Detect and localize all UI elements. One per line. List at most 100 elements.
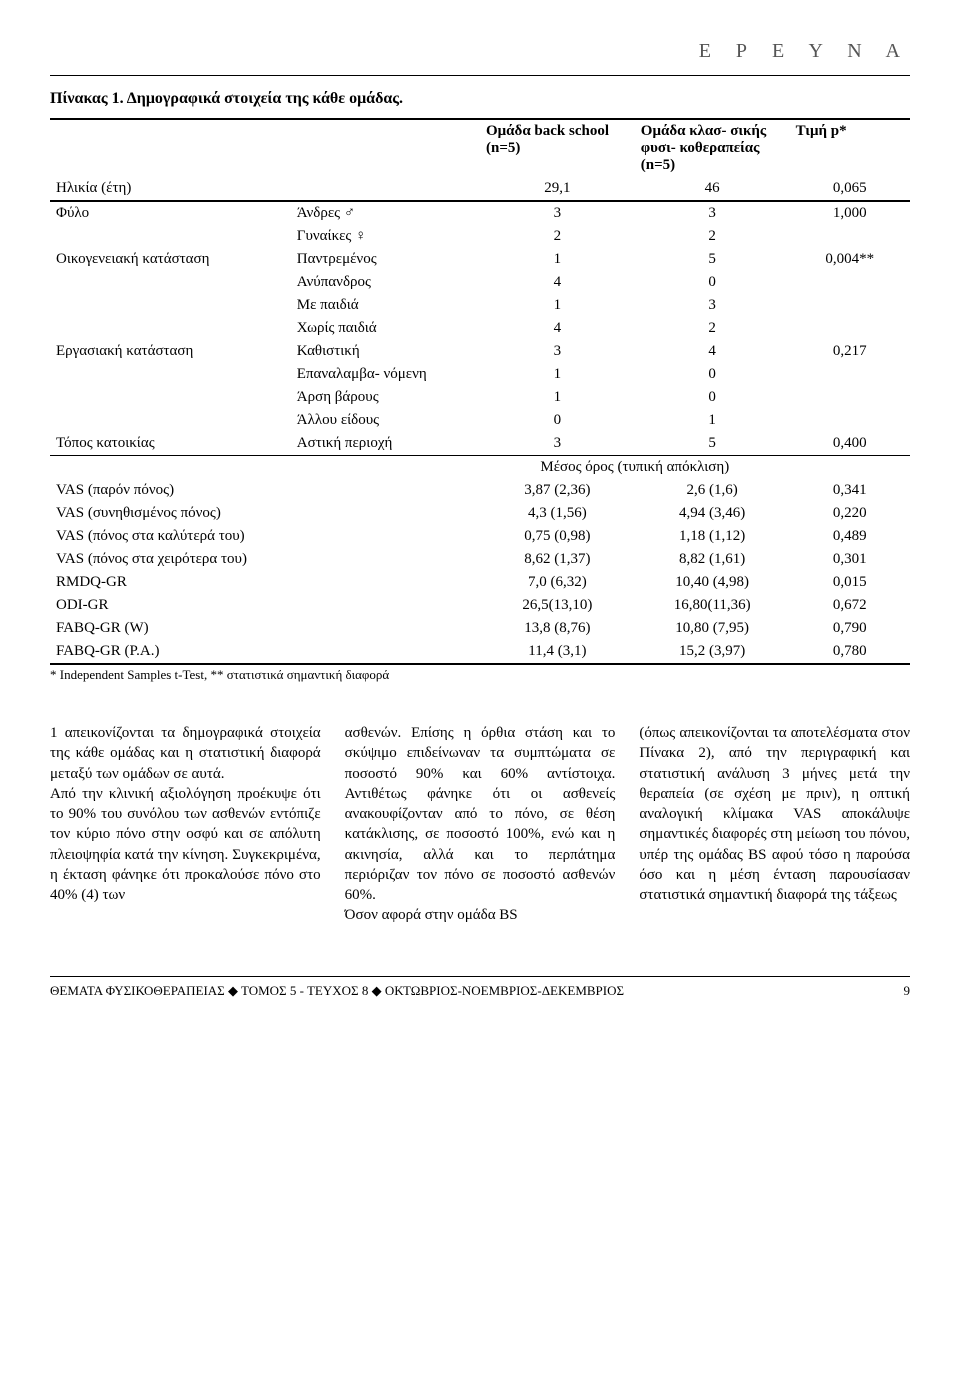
table-header-blank <box>50 119 291 177</box>
cell: 5 <box>635 432 790 456</box>
cell: 3 <box>635 294 790 317</box>
body-col-3: (όπως απεικονίζονται τα αποτελέσματα στο… <box>639 723 910 926</box>
body-col-2: ασθενών. Επίσης η όρθια στάση και το σκύ… <box>345 723 616 926</box>
table-row: Φύλο Άνδρες ♂ 3 3 1,000 <box>50 201 910 225</box>
cell: Άνδρες ♂ <box>291 201 480 225</box>
cell: 0,489 <box>790 525 910 548</box>
table-row: VAS (παρόν πόνος) 3,87 (2,36) 2,6 (1,6) … <box>50 479 910 502</box>
cell: FABQ-GR (P.A.) <box>50 640 480 664</box>
cell: 1 <box>480 248 635 271</box>
cell: 4 <box>480 317 635 340</box>
cell: 2 <box>635 225 790 248</box>
cell: Οικογενειακή κατάσταση <box>50 248 291 271</box>
table-row: Ηλικία (έτη) 29,1 46 0,065 <box>50 177 910 201</box>
cell <box>50 386 291 409</box>
page-footer: ΘΕΜΑΤΑ ΦΥΣΙΚΟΘΕΡΑΠΕΙΑΣ ◆ ΤΟΜΟΣ 5 - ΤΕΥΧΟ… <box>50 976 910 999</box>
cell: 1 <box>480 363 635 386</box>
table-row: Χωρίς παιδιά 4 2 <box>50 317 910 340</box>
cell: 0,790 <box>790 617 910 640</box>
cell: Άλλου είδους <box>291 409 480 432</box>
cell: 0,341 <box>790 479 910 502</box>
cell: Αστική περιοχή <box>291 432 480 456</box>
body-col-1: 1 απεικονίζονται τα δημογραφικά στοιχεία… <box>50 723 321 926</box>
cell: VAS (παρόν πόνος) <box>50 479 480 502</box>
cell: Τόπος κατοικίας <box>50 432 291 456</box>
table-title: Πίνακας 1. Δημογραφικά στοιχεία της κάθε… <box>50 90 910 108</box>
table-row: VAS (συνηθισμένος πόνος) 4,3 (1,56) 4,94… <box>50 502 910 525</box>
cell: VAS (συνηθισμένος πόνος) <box>50 502 480 525</box>
cell: 16,80(11,36) <box>635 594 790 617</box>
table-header-blank2 <box>291 119 480 177</box>
table-header-row: Ομάδα back school (n=5) Ομάδα κλασ- σική… <box>50 119 910 177</box>
cell: 8,62 (1,37) <box>480 548 635 571</box>
cell: 0,065 <box>790 177 910 201</box>
cell: 10,40 (4,98) <box>635 571 790 594</box>
table-row: Επαναλαμβα- νόμενη 1 0 <box>50 363 910 386</box>
cell: Άρση βάρους <box>291 386 480 409</box>
cell: Φύλο <box>50 201 291 225</box>
cell <box>291 456 480 480</box>
table-header-group-b: Ομάδα κλασ- σικής φυσι- κοθεραπείας (n=5… <box>635 119 790 177</box>
cell: 4,3 (1,56) <box>480 502 635 525</box>
cell <box>50 456 291 480</box>
cell: 0,400 <box>790 432 910 456</box>
page: Ε Ρ Ε Υ Ν Α Πίνακας 1. Δημογραφικά στοιχ… <box>0 0 960 1029</box>
cell: 1 <box>480 386 635 409</box>
cell: Επαναλαμβα- νόμενη <box>291 363 480 386</box>
cell: 3,87 (2,36) <box>480 479 635 502</box>
cell: 15,2 (3,97) <box>635 640 790 664</box>
cell: 26,5(13,10) <box>480 594 635 617</box>
table-mean-header-row: Μέσος όρος (τυπική απόκλιση) <box>50 456 910 480</box>
cell: 4 <box>480 271 635 294</box>
cell: VAS (πόνος στα χειρότερα του) <box>50 548 480 571</box>
table-row: FABQ-GR (P.A.) 11,4 (3,1) 15,2 (3,97) 0,… <box>50 640 910 664</box>
cell: 0 <box>635 271 790 294</box>
cell: 10,80 (7,95) <box>635 617 790 640</box>
cell: 1 <box>480 294 635 317</box>
cell: 2,6 (1,6) <box>635 479 790 502</box>
footer-page-number: 9 <box>904 983 911 999</box>
cell: 0,217 <box>790 340 910 363</box>
cell: 0 <box>635 363 790 386</box>
cell: 2 <box>480 225 635 248</box>
cell: 4 <box>635 340 790 363</box>
demographics-table: Ομάδα back school (n=5) Ομάδα κλασ- σική… <box>50 118 910 665</box>
cell <box>50 271 291 294</box>
cell <box>790 271 910 294</box>
cell: Καθιστική <box>291 340 480 363</box>
footer-left: ΘΕΜΑΤΑ ΦΥΣΙΚΟΘΕΡΑΠΕΙΑΣ ◆ ΤΟΜΟΣ 5 - ΤΕΥΧΟ… <box>50 983 624 999</box>
table-row: Τόπος κατοικίας Αστική περιοχή 3 5 0,400 <box>50 432 910 456</box>
cell: 3 <box>480 432 635 456</box>
cell: 0,004** <box>790 248 910 271</box>
category-header: Ε Ρ Ε Υ Ν Α <box>50 40 910 63</box>
top-rule <box>50 75 910 76</box>
cell <box>50 409 291 432</box>
cell: 3 <box>480 201 635 225</box>
table-row: Ανύπανδρος 4 0 <box>50 271 910 294</box>
cell: VAS (πόνος στα καλύτερά του) <box>50 525 480 548</box>
cell <box>50 294 291 317</box>
cell: Χωρίς παιδιά <box>291 317 480 340</box>
cell <box>50 225 291 248</box>
cell <box>790 409 910 432</box>
table-row: Γυναίκες ♀ 2 2 <box>50 225 910 248</box>
cell: 11,4 (3,1) <box>480 640 635 664</box>
cell <box>50 363 291 386</box>
cell <box>790 225 910 248</box>
cell: 0 <box>480 409 635 432</box>
cell <box>291 177 480 201</box>
cell: RMDQ-GR <box>50 571 480 594</box>
cell <box>790 386 910 409</box>
cell: ODI-GR <box>50 594 480 617</box>
table-footnote: * Independent Samples t-Test, ** στατιστ… <box>50 667 910 683</box>
cell: 8,82 (1,61) <box>635 548 790 571</box>
cell: 3 <box>480 340 635 363</box>
cell: 0,220 <box>790 502 910 525</box>
table-row: VAS (πόνος στα καλύτερά του) 0,75 (0,98)… <box>50 525 910 548</box>
table-row: Οικογενειακή κατάσταση Παντρεμένος 1 5 0… <box>50 248 910 271</box>
cell: Με παιδιά <box>291 294 480 317</box>
cell: 1 <box>635 409 790 432</box>
cell <box>790 456 910 480</box>
table-row: Εργασιακή κατάσταση Καθιστική 3 4 0,217 <box>50 340 910 363</box>
cell: 0,672 <box>790 594 910 617</box>
